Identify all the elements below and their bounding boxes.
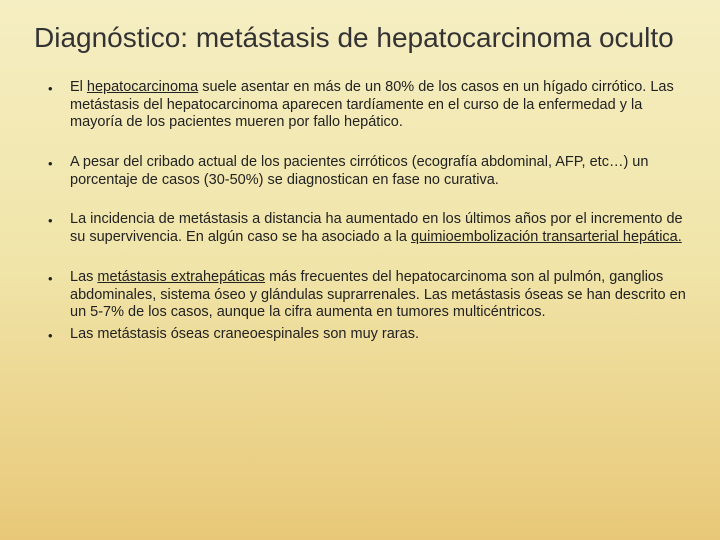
bullet-item: • Las metástasis óseas craneoespinales s… [48,326,690,344]
slide-title: Diagnóstico: metástasis de hepatocarcino… [30,20,690,55]
bullet-text-underline: quimioembolización transarterial hepátic… [411,229,682,245]
bullet-text-pre: A pesar del cribado actual de los pacien… [70,154,648,188]
bullet-item: • La incidencia de metástasis a distanci… [48,211,690,246]
bullet-text-pre: Las metástasis óseas craneoespinales son… [70,326,419,342]
bullet-item: • El hepatocarcinoma suele asentar en má… [48,79,690,132]
bullet-dot-icon: • [48,156,53,172]
bullet-text-underline: metástasis extrahepáticas [97,269,265,285]
bullet-text-underline: hepatocarcinoma [87,79,198,95]
bullet-dot-icon: • [48,271,53,287]
bullet-dot-icon: • [48,213,53,229]
bullet-text-pre: Las [70,269,97,285]
bullet-item: • A pesar del cribado actual de los paci… [48,154,690,189]
bullet-text-pre: El [70,79,87,95]
bullet-item: • Las metástasis extrahepáticas más frec… [48,269,690,322]
bullet-dot-icon: • [48,328,53,344]
bullet-list: • El hepatocarcinoma suele asentar en má… [30,79,690,344]
bullet-dot-icon: • [48,81,53,97]
